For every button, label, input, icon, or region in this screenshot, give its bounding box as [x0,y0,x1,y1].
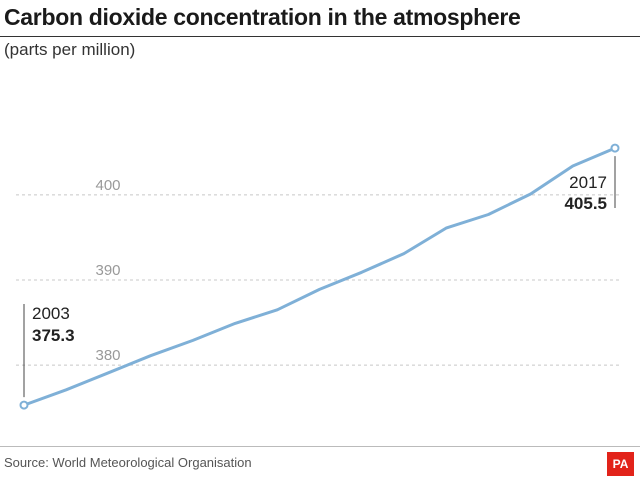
chart-title: Carbon dioxide concentration in the atmo… [4,4,521,30]
annotation-end-year: 2017 [569,173,607,192]
data-point-2003 [19,400,29,410]
y-tick-label-380: 380 [95,347,120,364]
annotation-end-value: 405.5 [564,194,607,213]
source-note: Source: World Meteorological Organisatio… [4,455,252,470]
footer-divider [0,446,640,447]
annotation-start-year: 2003 [32,304,70,323]
data-point-2017 [610,143,620,153]
annotation-start-value: 375.3 [32,326,75,345]
co2-series-line [22,146,617,407]
y-tick-label-400: 400 [95,177,120,194]
y-tick-label-390: 390 [95,262,120,279]
title-divider [0,36,640,37]
chart-subtitle: (parts per million) [4,40,136,59]
pa-logo: PA [607,452,634,476]
